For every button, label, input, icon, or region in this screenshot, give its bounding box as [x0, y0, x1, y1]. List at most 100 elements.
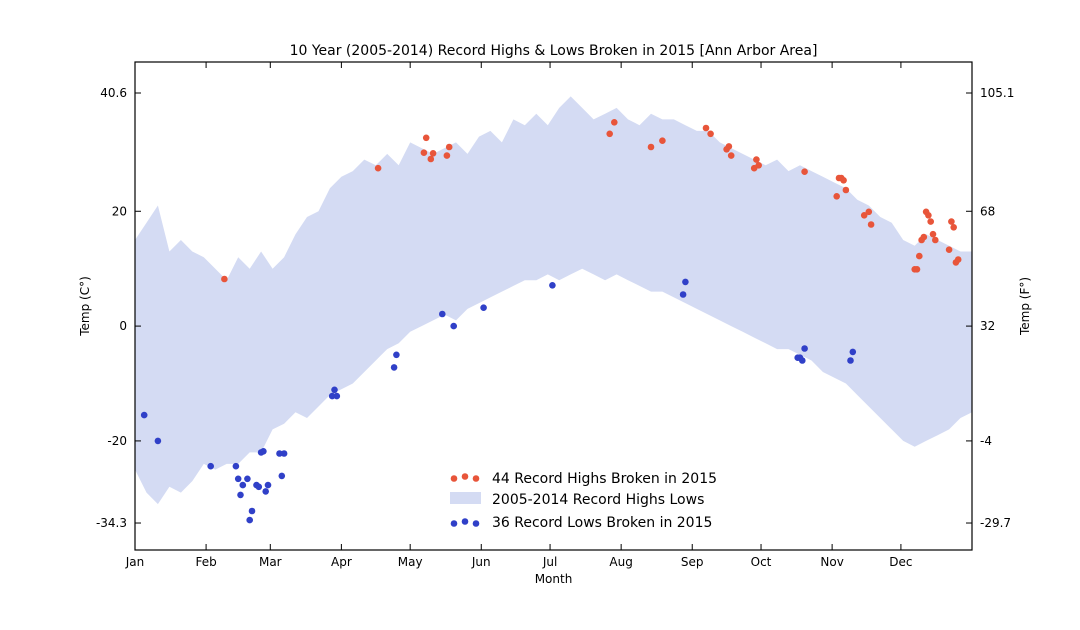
record-low-point: [255, 483, 263, 491]
record-low-point: [801, 345, 808, 352]
plot-area: [134, 61, 973, 551]
record-low-point: [154, 437, 162, 445]
record-low-point: [234, 475, 242, 483]
record-high-point: [929, 230, 937, 238]
record-high-point: [927, 218, 934, 225]
legend: 44 Record Highs Broken in 2015 2005-2014…: [450, 471, 717, 531]
record-low-point: [262, 488, 270, 495]
plot-frame: [134, 61, 973, 551]
record-low-point: [237, 491, 244, 499]
record-low-point: [390, 364, 398, 371]
record-high-point: [920, 233, 928, 241]
y-right-tick-label: 32: [980, 319, 995, 333]
x-tick-label: Aug: [609, 555, 632, 569]
record-high-point: [948, 218, 955, 225]
record-high-point: [221, 275, 228, 283]
record-low-point: [246, 516, 253, 524]
record-low-point: [847, 357, 854, 364]
record-high-point: [702, 124, 710, 132]
record-low-point: [276, 450, 283, 457]
record-low-point: [439, 310, 446, 318]
y-right-axis-label: Temp (F°): [1018, 277, 1032, 336]
record-high-point: [753, 156, 760, 163]
x-tick-label: Feb: [195, 555, 216, 569]
record-high-point: [707, 130, 714, 138]
record-low-point: [682, 278, 689, 286]
record-low-point: [393, 351, 400, 359]
record-high-point: [916, 252, 923, 260]
legend-marker-highs-2: [461, 473, 469, 480]
x-tick-label: Jul: [542, 555, 557, 569]
record-low-point: [849, 348, 857, 356]
record-low-point: [260, 448, 267, 455]
record-band-layer: [135, 96, 972, 505]
record-high-point: [443, 152, 451, 159]
record-high-point: [647, 143, 655, 151]
record-low-point: [239, 481, 247, 489]
record-high-point: [422, 134, 430, 142]
record-high-point: [606, 130, 613, 138]
x-tick-label: Mar: [259, 555, 282, 569]
y-left-tick-label: -20: [107, 434, 127, 448]
y-right-tick-label: -4: [980, 434, 992, 448]
record-high-point: [374, 164, 382, 172]
legend-marker-highs-1: [450, 475, 458, 482]
record-low-point: [264, 481, 272, 489]
record-low-point: [280, 450, 288, 457]
record-high-point: [427, 155, 435, 163]
y-left-tick-label: 40.6: [100, 86, 127, 100]
record-high-point: [840, 177, 847, 184]
record-low-point: [333, 392, 341, 400]
y-right-tick-label: 68: [980, 204, 995, 218]
legend-label-band: 2005-2014 Record Highs Lows: [492, 492, 704, 508]
record-low-point: [278, 472, 286, 480]
legend-entry-lows: 36 Record Lows Broken in 2015: [450, 515, 712, 531]
record-high-point: [727, 152, 735, 159]
record-low-point: [450, 322, 458, 330]
y-left-axis-label: Temp (C°): [78, 276, 92, 337]
record-high-point: [801, 168, 808, 175]
record-low-point: [679, 291, 687, 298]
x-axis-ticks: Jan Feb Mar Apr May Jun Jul Aug Sep Oct Nov Dec: [125, 62, 913, 569]
record-low-point: [480, 304, 487, 312]
record-high-point: [954, 256, 962, 263]
record-high-point: [420, 149, 428, 156]
record-high-point: [445, 143, 453, 151]
x-axis-label: Month: [535, 572, 573, 586]
legend-marker-lows-2: [461, 518, 469, 525]
record-low-point: [248, 507, 256, 515]
record-low-point: [232, 462, 240, 470]
y-left-axis-ticks: 40.6 20 0 -20 -34.3: [96, 86, 141, 530]
record-high-point: [755, 162, 762, 169]
record-high-point: [659, 137, 666, 144]
x-tick-label: Oct: [751, 555, 772, 569]
legend-marker-lows-3: [472, 520, 480, 527]
legend-label-highs: 44 Record Highs Broken in 2015: [492, 471, 717, 487]
record-high-point: [860, 212, 868, 219]
record-high-point: [932, 236, 939, 244]
legend-swatch-band: [450, 492, 481, 504]
record-low-point: [331, 386, 338, 394]
record-high-point: [725, 143, 733, 150]
record-band-area: [135, 96, 972, 505]
x-tick-label: Sep: [681, 555, 704, 569]
record-high-point: [833, 193, 840, 200]
y-left-tick-label: 20: [112, 204, 127, 218]
record-low-point: [207, 462, 214, 470]
record-high-point: [611, 119, 618, 126]
record-high-point: [913, 266, 921, 273]
record-high-point: [429, 150, 437, 157]
record-low-point: [799, 357, 806, 364]
record-low-point: [140, 411, 148, 419]
record-high-point: [925, 212, 932, 219]
y-left-tick-label: 0: [119, 319, 127, 333]
record-low-point: [549, 282, 556, 289]
record-high-point: [950, 224, 957, 231]
record-low-point: [328, 392, 336, 400]
x-tick-label: Jan: [125, 555, 145, 569]
record-high-point: [865, 208, 873, 216]
y-right-tick-label: -29.7: [980, 516, 1011, 530]
x-tick-label: Jun: [471, 555, 491, 569]
y-right-axis-ticks: 105.1 68 32 -4 -29.7: [966, 86, 1014, 530]
